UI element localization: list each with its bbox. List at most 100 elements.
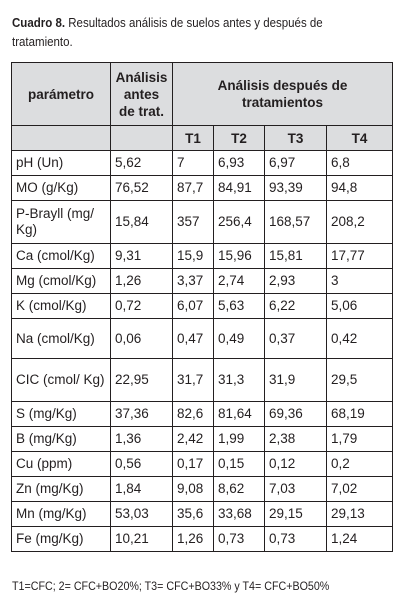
parameter-cell: Mn (mg/Kg) xyxy=(11,501,111,527)
table-row: Mn (mg/Kg) 53,03 35,6 33,68 29,15 29,13 xyxy=(11,501,394,527)
value-cell-t2: 81,64 xyxy=(213,401,265,427)
value-cell-t2: 31,3 xyxy=(213,358,265,402)
value-cell-t3: 0,37 xyxy=(264,318,327,359)
value-cell-t3: 69,36 xyxy=(264,401,327,427)
soil-analysis-table: parámetro Análisis antes de trat. Anális… xyxy=(11,62,394,552)
table-row: K (cmol/Kg) 0,72 6,07 5,63 6,22 5,06 xyxy=(11,293,394,319)
header-t1: T1 xyxy=(172,125,214,151)
parameter-cell: Fe (mg/Kg) xyxy=(11,526,111,552)
caption-label: Cuadro 8. xyxy=(12,16,66,30)
value-cell-t4: 5,06 xyxy=(325,293,394,319)
value-cell-t2: 0,73 xyxy=(213,526,265,552)
value-cell-t3: 93,39 xyxy=(264,175,327,201)
table-row: Fe (mg/Kg) 10,21 1,26 0,73 0,73 1,24 xyxy=(11,526,394,552)
value-cell-t2: 15,96 xyxy=(213,243,265,269)
value-cell-t1: 87,7 xyxy=(172,175,214,201)
parameter-cell: pH (Un) xyxy=(11,150,111,176)
value-cell-t2: 8,62 xyxy=(213,476,265,502)
value-cell-antes: 0,56 xyxy=(110,451,173,477)
value-cell-antes: 5,62 xyxy=(110,150,173,176)
value-cell-t1: 31,7 xyxy=(172,358,214,402)
value-cell-t3: 31,9 xyxy=(264,358,327,402)
value-cell-antes: 22,95 xyxy=(110,358,173,402)
value-cell-t1: 2,42 xyxy=(172,426,214,452)
value-cell-t2: 2,74 xyxy=(213,268,265,294)
parameter-cell: CIC (cmol/ Kg) xyxy=(11,358,111,402)
value-cell-t4: 7,02 xyxy=(325,476,394,502)
value-cell-antes: 37,36 xyxy=(110,401,173,427)
value-cell-t4: 29,13 xyxy=(325,501,394,527)
header-t2: T2 xyxy=(213,125,265,151)
table-row: Ca (cmol/Kg) 9,31 15,9 15,96 15,81 17,77 xyxy=(11,243,394,269)
header-t4: T4 xyxy=(325,125,394,151)
value-cell-t4: 0,42 xyxy=(325,318,394,359)
value-cell-t2: 5,63 xyxy=(213,293,265,319)
parameter-cell: Ca (cmol/Kg) xyxy=(11,243,111,269)
value-cell-antes: 15,84 xyxy=(110,200,173,244)
table-row: Zn (mg/Kg) 1,84 9,08 8,62 7,03 7,02 xyxy=(11,476,394,502)
value-cell-antes: 1,36 xyxy=(110,426,173,452)
header-before-treatment: Análisis antes de trat. xyxy=(110,62,173,126)
value-cell-antes: 53,03 xyxy=(110,501,173,527)
value-cell-t4: 1,79 xyxy=(325,426,394,452)
value-cell-t4: 17,77 xyxy=(325,243,394,269)
table-row: CIC (cmol/ Kg) 22,95 31,7 31,3 31,9 29,5 xyxy=(11,358,394,402)
parameter-cell: B (mg/Kg) xyxy=(11,426,111,452)
value-cell-antes: 1,84 xyxy=(110,476,173,502)
parameter-cell: S (mg/Kg) xyxy=(11,401,111,427)
parameter-cell: Na (cmol/Kg) xyxy=(11,318,111,359)
value-cell-t3: 0,73 xyxy=(264,526,327,552)
table-row: MO (g/Kg) 76,52 87,7 84,91 93,39 94,8 xyxy=(11,175,394,201)
value-cell-t1: 35,6 xyxy=(172,501,214,527)
value-cell-t1: 3,37 xyxy=(172,268,214,294)
value-cell-t3: 0,12 xyxy=(264,451,327,477)
value-cell-t2: 33,68 xyxy=(213,501,265,527)
parameter-cell: P-Brayll (mg/ Kg) xyxy=(11,200,111,244)
header-after-treatment: Análisis después de tratamientos xyxy=(171,62,394,126)
table-row: P-Brayll (mg/ Kg) 15,84 357 256,4 168,57 208,… xyxy=(11,200,394,244)
parameter-cell: MO (g/Kg) xyxy=(11,175,111,201)
caption-text: Resultados análisis de suelos antes y de… xyxy=(12,16,323,49)
value-cell-t2: 6,93 xyxy=(213,150,265,176)
value-cell-antes: 9,31 xyxy=(110,243,173,269)
value-cell-t4: 0,2 xyxy=(325,451,394,477)
value-cell-antes: 10,21 xyxy=(110,526,173,552)
value-cell-t2: 84,91 xyxy=(213,175,265,201)
value-cell-t1: 1,26 xyxy=(172,526,214,552)
value-cell-t4: 94,8 xyxy=(325,175,394,201)
value-cell-t2: 1,99 xyxy=(213,426,265,452)
header-blank-param xyxy=(11,125,111,151)
value-cell-t4: 3 xyxy=(325,268,394,294)
table-caption: Cuadro 8. Resultados análisis de suelos … xyxy=(12,14,362,52)
value-cell-t1: 9,08 xyxy=(172,476,214,502)
value-cell-t1: 82,6 xyxy=(172,401,214,427)
value-cell-t2: 256,4 xyxy=(213,200,265,244)
value-cell-antes: 0,06 xyxy=(110,318,173,359)
value-cell-t2: 0,15 xyxy=(213,451,265,477)
value-cell-t3: 29,15 xyxy=(264,501,327,527)
value-cell-t1: 0,47 xyxy=(172,318,214,359)
table-row: Na (cmol/Kg) 0,06 0,47 0,49 0,37 0,42 xyxy=(11,318,394,359)
table-body: pH (Un) 5,62 7 6,93 6,97 6,8 MO (g/Kg) 76,52 87,… xyxy=(11,150,394,552)
header-parameter: parámetro xyxy=(11,62,111,126)
value-cell-t1: 6,07 xyxy=(172,293,214,319)
value-cell-t4: 68,19 xyxy=(325,401,394,427)
value-cell-t4: 29,5 xyxy=(325,358,394,402)
value-cell-t4: 208,2 xyxy=(325,200,394,244)
header-t3: T3 xyxy=(264,125,327,151)
value-cell-t4: 1,24 xyxy=(325,526,394,552)
value-cell-t2: 0,49 xyxy=(213,318,265,359)
value-cell-t3: 15,81 xyxy=(264,243,327,269)
value-cell-t3: 7,03 xyxy=(264,476,327,502)
value-cell-t3: 2,93 xyxy=(264,268,327,294)
value-cell-antes: 0,72 xyxy=(110,293,173,319)
parameter-cell: Zn (mg/Kg) xyxy=(11,476,111,502)
value-cell-t3: 2,38 xyxy=(264,426,327,452)
table-row: Mg (cmol/Kg) 1,26 3,37 2,74 2,93 3 xyxy=(11,268,394,294)
header-blank-before xyxy=(110,125,173,151)
table-row: B (mg/Kg) 1,36 2,42 1,99 2,38 1,79 xyxy=(11,426,394,452)
table-row: S (mg/Kg) 37,36 82,6 81,64 69,36 68,19 xyxy=(11,401,394,427)
value-cell-t3: 168,57 xyxy=(264,200,327,244)
value-cell-antes: 76,52 xyxy=(110,175,173,201)
value-cell-t1: 15,9 xyxy=(172,243,214,269)
